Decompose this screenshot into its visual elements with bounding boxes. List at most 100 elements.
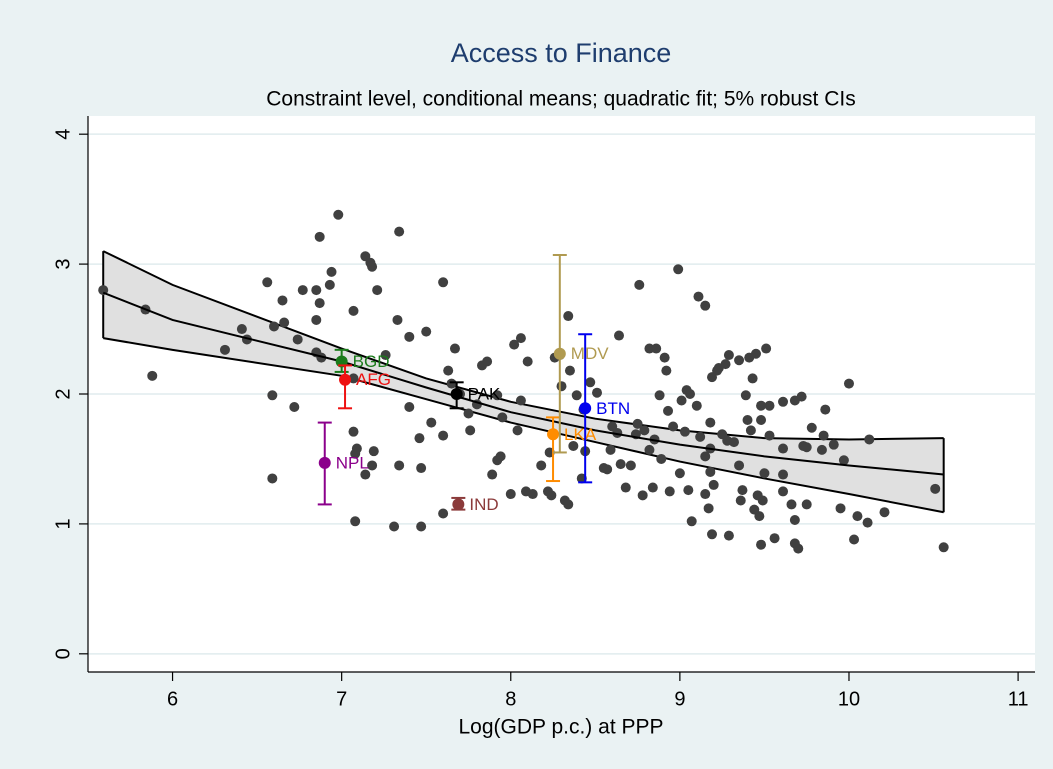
country-label: BTN [596, 399, 630, 418]
point [426, 417, 437, 428]
point [708, 479, 719, 490]
point [754, 511, 765, 522]
point [644, 444, 655, 455]
point [446, 378, 457, 389]
point [683, 485, 694, 496]
point [737, 485, 748, 496]
point [351, 443, 362, 454]
point [546, 490, 557, 501]
point [685, 389, 696, 399]
point [416, 521, 427, 532]
point [262, 277, 273, 288]
point [292, 334, 303, 345]
point [613, 330, 624, 341]
point [465, 425, 476, 436]
point [816, 444, 827, 455]
point [852, 511, 863, 522]
point [778, 469, 789, 480]
point [734, 355, 745, 366]
point [512, 425, 523, 436]
point [350, 516, 361, 527]
point [368, 446, 379, 457]
point [637, 490, 648, 501]
point [705, 466, 716, 477]
country-label: NPL [336, 453, 369, 472]
point [348, 373, 359, 384]
point [509, 339, 520, 350]
point [700, 489, 711, 500]
point [656, 453, 667, 464]
point [700, 451, 711, 462]
country-label: LKA [564, 425, 597, 444]
point [663, 405, 674, 416]
point [515, 333, 526, 344]
point [828, 439, 839, 450]
point [348, 426, 359, 437]
point [438, 508, 449, 519]
point [686, 516, 697, 527]
point [838, 455, 849, 466]
point [563, 499, 574, 510]
country-point [339, 373, 352, 386]
point [277, 295, 288, 306]
point [747, 373, 758, 384]
point [756, 414, 767, 425]
point [394, 460, 405, 471]
point [527, 489, 538, 500]
point [759, 468, 770, 479]
point [147, 370, 158, 381]
point [492, 390, 503, 401]
point [98, 285, 109, 296]
point [404, 331, 415, 342]
point [938, 542, 949, 553]
country-point [450, 388, 463, 400]
point [664, 486, 675, 497]
point [769, 533, 780, 544]
point [673, 264, 684, 275]
point [764, 430, 775, 441]
country-point [553, 347, 566, 360]
y-tick-label: 4 [52, 129, 74, 140]
point [634, 279, 645, 290]
country-label: IND [469, 495, 498, 514]
point [236, 324, 247, 335]
point [674, 468, 685, 479]
point [843, 378, 854, 389]
point [497, 412, 508, 423]
point [778, 443, 789, 454]
point [568, 440, 579, 451]
point [571, 390, 582, 401]
point [786, 499, 797, 510]
point [495, 451, 506, 462]
point [720, 359, 731, 370]
point [695, 431, 706, 442]
point [311, 285, 322, 296]
point [654, 390, 665, 401]
chart-subtitle: Constraint level, conditional means; qua… [266, 88, 855, 111]
point [333, 209, 344, 220]
point [745, 425, 756, 436]
point [394, 226, 405, 237]
point [404, 401, 415, 412]
point [392, 314, 403, 325]
point [615, 459, 626, 470]
point [930, 483, 941, 494]
point [806, 422, 817, 433]
point [585, 377, 596, 388]
point [700, 300, 711, 311]
point [742, 414, 753, 425]
x-axis-label: Log(GDP p.c.) at PPP [458, 716, 663, 739]
point [564, 365, 575, 376]
point [314, 231, 325, 242]
point [778, 396, 789, 407]
point [443, 365, 454, 376]
point [647, 482, 658, 493]
point [279, 317, 290, 328]
point [267, 390, 278, 401]
point [416, 463, 427, 474]
point [269, 321, 280, 332]
point [734, 460, 745, 471]
point [757, 495, 768, 506]
